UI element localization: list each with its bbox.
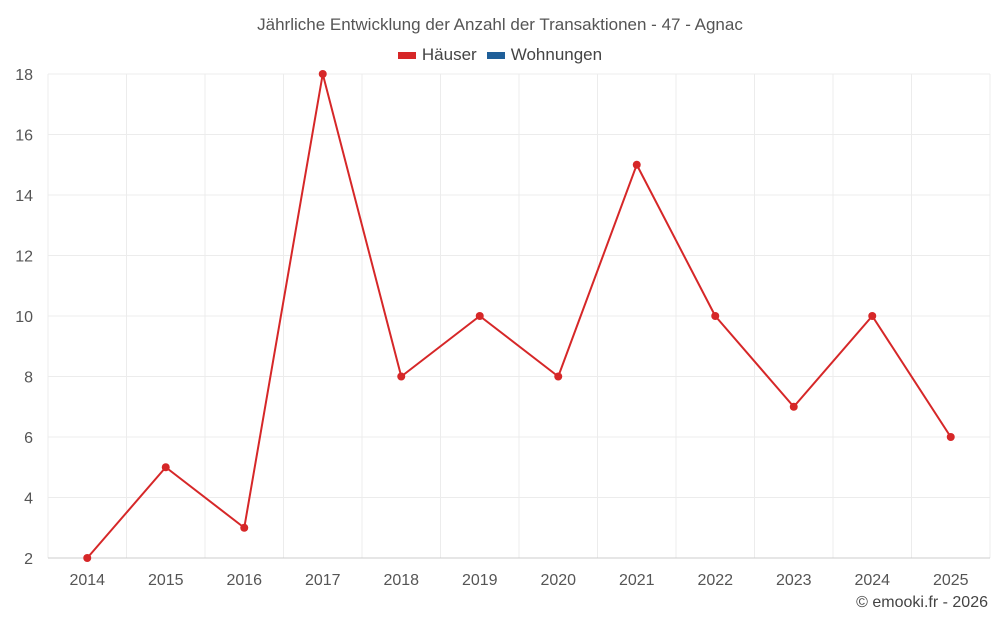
data-point-2020[interactable] xyxy=(554,372,563,381)
y-tick-label-14: 14 xyxy=(15,188,33,205)
series-line-0 xyxy=(86,73,952,559)
copyright-credit: © emooki.fr - 2026 xyxy=(856,594,988,611)
data-point-2025[interactable] xyxy=(946,433,955,441)
data-point-2015[interactable] xyxy=(161,463,170,472)
data-point-2014[interactable] xyxy=(83,554,92,562)
x-tick-label-2025: 2025 xyxy=(933,572,969,589)
x-tick-label-2014: 2014 xyxy=(69,572,105,589)
x-tick-label-2023: 2023 xyxy=(776,572,812,589)
x-tick-label-2018: 2018 xyxy=(383,572,419,589)
x-tick-label-2022: 2022 xyxy=(697,572,733,589)
data-point-2017[interactable] xyxy=(318,70,327,78)
y-tick-label-10: 10 xyxy=(15,309,33,326)
x-tick-label-2019: 2019 xyxy=(462,572,498,589)
x-tick-label-2015: 2015 xyxy=(148,572,184,589)
data-point-2023[interactable] xyxy=(789,402,798,411)
data-point-2024[interactable] xyxy=(868,312,877,320)
y-tick-label-4: 4 xyxy=(24,491,33,508)
legend-swatch-wohnungen xyxy=(486,51,505,59)
legend: Häuser Wohnungen xyxy=(0,45,1000,65)
x-tick-label-2020: 2020 xyxy=(540,572,576,589)
y-tick-label-18: 18 xyxy=(15,67,33,84)
legend-swatch-haeuser xyxy=(397,51,416,59)
legend-label-wohnungen: Wohnungen xyxy=(510,45,603,64)
y-tick-label-2: 2 xyxy=(24,551,33,568)
data-point-2019[interactable] xyxy=(475,312,484,320)
y-tick-label-8: 8 xyxy=(24,370,33,387)
chart-title: Jährliche Entwicklung der Anzahl der Tra… xyxy=(257,15,743,34)
x-tick-label-2017: 2017 xyxy=(305,572,341,589)
data-point-2018[interactable] xyxy=(397,372,406,381)
legend-item-wohnungen[interactable]: Wohnungen xyxy=(486,45,603,65)
y-tick-label-12: 12 xyxy=(15,249,33,266)
legend-label-haeuser: Häuser xyxy=(421,45,477,64)
data-point-2022[interactable] xyxy=(711,312,720,320)
x-tick-label-2016: 2016 xyxy=(226,572,262,589)
y-tick-label-16: 16 xyxy=(15,128,33,145)
data-point-2016[interactable] xyxy=(240,523,249,532)
x-tick-label-2024: 2024 xyxy=(854,572,890,589)
x-tick-label-2021: 2021 xyxy=(619,572,655,589)
y-tick-label-6: 6 xyxy=(24,430,33,447)
legend-item-haeuser[interactable]: Häuser xyxy=(397,45,477,65)
data-point-2021[interactable] xyxy=(632,160,641,169)
